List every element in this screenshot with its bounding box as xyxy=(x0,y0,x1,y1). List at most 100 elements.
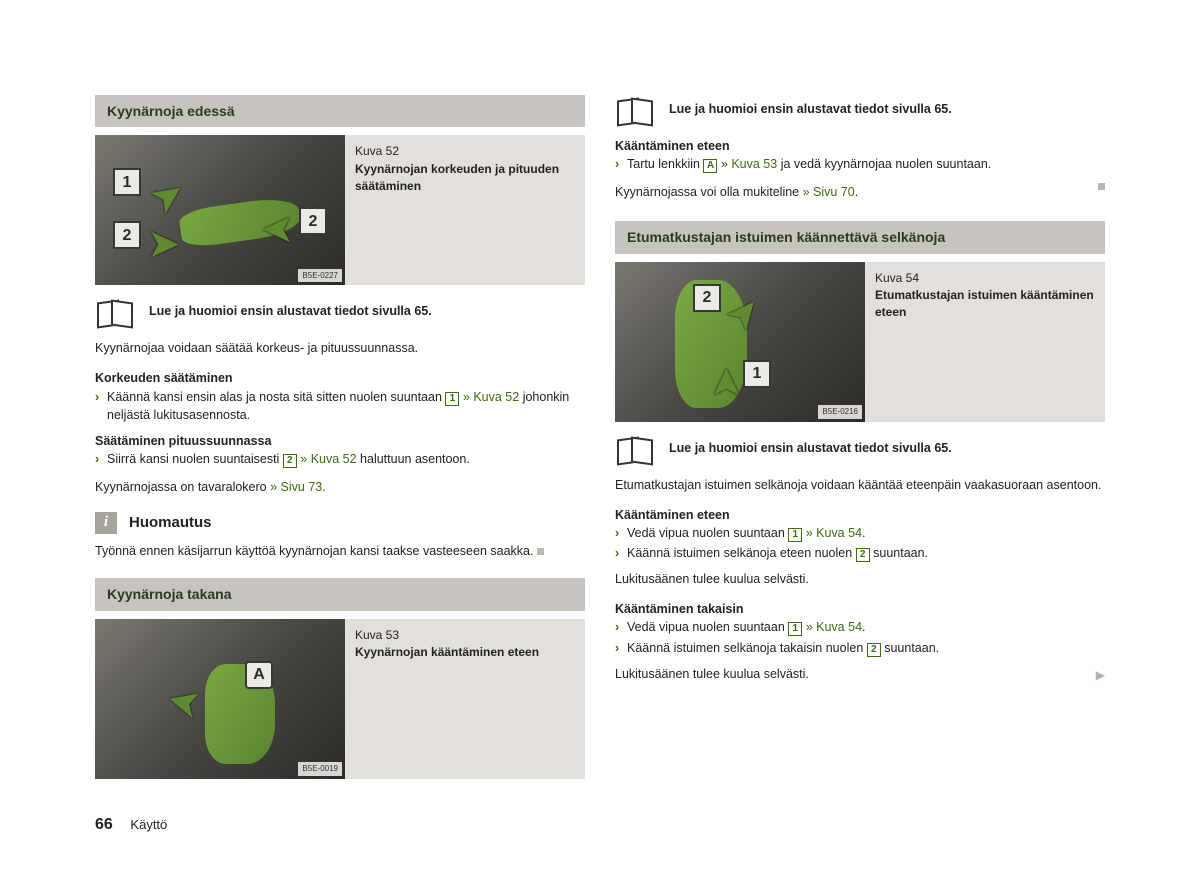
read-first-text: Lue ja huomioi ensin alustavat tiedot si… xyxy=(149,302,432,320)
step-text: ja vedä kyynärnojaa nuolen suuntaan. xyxy=(781,157,992,171)
page-number: 66 xyxy=(95,816,113,833)
figure-53-caption: Kuva 53 Kyynärnojan kääntäminen eteen xyxy=(355,619,549,779)
book-icon xyxy=(615,434,655,462)
step-b1: Vedä vipua nuolen suuntaan 1 » Kuva 54. xyxy=(615,618,1105,636)
chapter-name: Käyttö xyxy=(130,817,167,832)
figure-title: Etumatkustajan istuimen kääntäminen etee… xyxy=(875,287,1095,322)
ref-box: 2 xyxy=(867,643,881,657)
right-column: Lue ja huomioi ensin alustavat tiedot si… xyxy=(615,95,1105,791)
figure-54-image: 2 1 ➤ ➤ B5E-0216 xyxy=(615,262,865,422)
note-heading-row: i Huomautus xyxy=(95,512,585,534)
figure-52-caption: Kuva 52 Kyynärnojan korkeuden ja pituude… xyxy=(355,135,585,285)
step-text: haluttuun asentoon. xyxy=(360,452,470,466)
page-ref-link[interactable]: » Sivu 70 xyxy=(803,185,855,199)
figure-label-a: A xyxy=(245,661,273,689)
body-text: Kyynärnojassa on tavaralokero xyxy=(95,480,270,494)
read-first-notice: Lue ja huomioi ensin alustavat tiedot si… xyxy=(615,95,1105,123)
end-marker-icon xyxy=(1098,183,1105,190)
figure-ref-link[interactable]: » Kuva 53 xyxy=(717,157,780,171)
section-heading-armrest-front: Kyynärnoja edessä xyxy=(95,95,585,127)
figure-id: B5E-0216 xyxy=(818,405,862,419)
step-text: . xyxy=(862,526,865,540)
step-text: Vedä vipua nuolen suuntaan xyxy=(627,620,788,634)
ref-box: 1 xyxy=(445,392,459,406)
compartment-line: Kyynärnojassa on tavaralokero » Sivu 73. xyxy=(95,478,585,496)
left-column: Kyynärnoja edessä 1 2 2 ➤ ➤ ➤ B5E-0227 K… xyxy=(95,95,585,791)
body-text: . xyxy=(855,185,858,199)
section-heading-passenger-seat: Etumatkustajan istuimen käännettävä selk… xyxy=(615,221,1105,253)
page-columns: Kyynärnoja edessä 1 2 2 ➤ ➤ ➤ B5E-0227 K… xyxy=(95,95,1105,791)
step-a1: Vedä vipua nuolen suuntaan 1 » Kuva 54. xyxy=(615,524,1105,542)
body-text: . xyxy=(322,480,325,494)
figure-54-block: 2 1 ➤ ➤ B5E-0216 Kuva 54 Etumatkustajan … xyxy=(615,262,1105,422)
figure-ref-link[interactable]: » Kuva 52 xyxy=(297,452,360,466)
arrow-icon: ➤ xyxy=(147,215,181,273)
figure-title: Kyynärnojan kääntäminen eteen xyxy=(355,644,539,661)
figure-ref-link[interactable]: » Kuva 54 xyxy=(802,526,862,540)
figure-label-2a: 2 xyxy=(113,221,141,249)
book-icon xyxy=(95,297,135,325)
read-first-notice: Lue ja huomioi ensin alustavat tiedot si… xyxy=(95,297,585,325)
step-text: Käännä istuimen selkänoja takaisin nuole… xyxy=(627,641,867,655)
arrow-icon: ➤ xyxy=(697,366,755,400)
body-text: Työnnä ennen käsijarrun käyttöä kyynärno… xyxy=(95,544,533,558)
ref-box: 1 xyxy=(788,528,802,542)
figure-label-2b: 2 xyxy=(299,207,327,235)
lock-sound-b: Lukitusäänen tulee kuulua selvästi. ▶ xyxy=(615,665,1105,683)
step-fold-forward: Tartu lenkkiin A » Kuva 53 ja vedä kyynä… xyxy=(615,155,1105,173)
step-text: Tartu lenkkiin xyxy=(627,157,703,171)
figure-54-caption: Kuva 54 Etumatkustajan istuimen kääntämi… xyxy=(875,262,1105,422)
figure-id: B5E-0227 xyxy=(298,269,342,283)
ref-box: A xyxy=(703,159,717,173)
ref-box: 2 xyxy=(856,548,870,562)
end-marker-icon xyxy=(537,548,544,555)
step-text: Siirrä kansi nuolen suuntaisesti xyxy=(107,452,283,466)
subheading-fold-forward-seat: Kääntäminen eteen xyxy=(615,506,1105,524)
ref-box: 2 xyxy=(283,454,297,468)
read-first-text: Lue ja huomioi ensin alustavat tiedot si… xyxy=(669,439,952,457)
lock-sound-a: Lukitusäänen tulee kuulua selvästi. xyxy=(615,570,1105,588)
subheading-height: Korkeuden säätäminen xyxy=(95,369,585,387)
figure-title: Kyynärnojan korkeuden ja pituuden säätäm… xyxy=(355,161,575,196)
step-length: Siirrä kansi nuolen suuntaisesti 2 » Kuv… xyxy=(95,450,585,468)
note-body: Työnnä ennen käsijarrun käyttöä kyynärno… xyxy=(95,542,585,560)
step-text: . xyxy=(862,620,865,634)
figure-id: B5E-0019 xyxy=(298,762,342,776)
subheading-length: Säätäminen pituussuunnassa xyxy=(95,432,585,450)
book-icon xyxy=(615,95,655,123)
step-text: suuntaan. xyxy=(881,641,939,655)
figure-52-image: 1 2 2 ➤ ➤ ➤ B5E-0227 xyxy=(95,135,345,285)
figure-52-block: 1 2 2 ➤ ➤ ➤ B5E-0227 Kuva 52 Kyynärnojan… xyxy=(95,135,585,285)
step-a2: Käännä istuimen selkänoja eteen nuolen 2… xyxy=(615,544,1105,562)
figure-number: Kuva 54 xyxy=(875,270,1095,287)
step-text: suuntaan. xyxy=(870,546,928,560)
body-text: Kyynärnojassa voi olla mukiteline xyxy=(615,185,803,199)
intro-text: Kyynärnojaa voidaan säätää korkeus- ja p… xyxy=(95,339,585,357)
figure-ref-link[interactable]: » Kuva 54 xyxy=(802,620,862,634)
step-text: Käännä kansi ensin alas ja nosta sitä si… xyxy=(107,390,445,404)
read-first-notice: Lue ja huomioi ensin alustavat tiedot si… xyxy=(615,434,1105,462)
page-ref-link[interactable]: » Sivu 73 xyxy=(270,480,322,494)
figure-ref-link[interactable]: » Kuva 52 xyxy=(459,390,522,404)
cupholder-line: Kyynärnojassa voi olla mukiteline » Sivu… xyxy=(615,183,1105,201)
step-text: Käännä istuimen selkänoja eteen nuolen xyxy=(627,546,856,560)
arrow-icon: ➤ xyxy=(160,670,207,735)
page-footer: 66 Käyttö xyxy=(95,813,167,836)
figure-number: Kuva 53 xyxy=(355,627,539,644)
arrow-icon: ➤ xyxy=(261,201,295,259)
info-icon: i xyxy=(95,512,117,534)
intro-text: Etumatkustajan istuimen selkänoja voidaa… xyxy=(615,476,1105,494)
figure-53-block: A ➤ B5E-0019 Kuva 53 Kyynärnojan kääntäm… xyxy=(95,619,585,779)
subheading-fold-back-seat: Kääntäminen takaisin xyxy=(615,600,1105,618)
step-b2: Käännä istuimen selkänoja takaisin nuole… xyxy=(615,639,1105,657)
continue-marker-icon: ▶ xyxy=(1096,667,1105,684)
step-text: Vedä vipua nuolen suuntaan xyxy=(627,526,788,540)
note-title: Huomautus xyxy=(129,512,212,534)
subheading-fold-forward: Kääntäminen eteen xyxy=(615,137,1105,155)
section-heading-armrest-rear: Kyynärnoja takana xyxy=(95,578,585,610)
ref-box: 1 xyxy=(788,622,802,636)
figure-53-image: A ➤ B5E-0019 xyxy=(95,619,345,779)
body-text: Lukitusäänen tulee kuulua selvästi. xyxy=(615,667,809,681)
step-height: Käännä kansi ensin alas ja nosta sitä si… xyxy=(95,388,585,424)
read-first-text: Lue ja huomioi ensin alustavat tiedot si… xyxy=(669,100,952,118)
